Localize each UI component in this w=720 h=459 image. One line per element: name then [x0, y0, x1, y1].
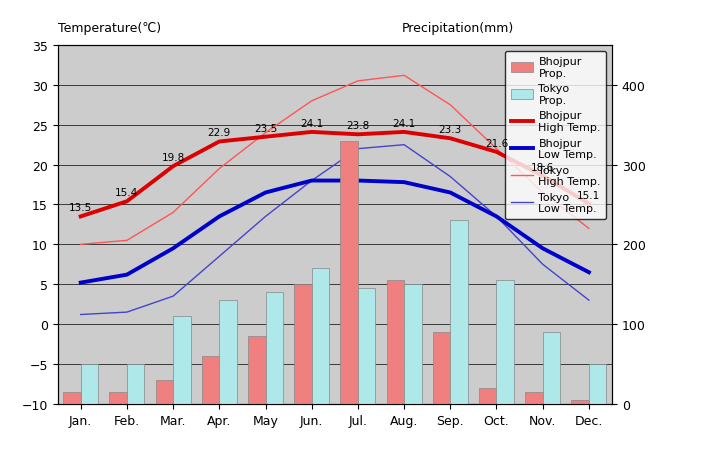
Bar [572, 400, 589, 404]
Bar [387, 280, 404, 404]
Text: Precipitation(mm): Precipitation(mm) [401, 22, 513, 35]
Bar [312, 269, 329, 404]
Text: 13.5: 13.5 [69, 203, 92, 213]
Text: 24.1: 24.1 [392, 118, 415, 129]
Bar [358, 289, 375, 404]
Bar [433, 332, 450, 404]
Text: 23.5: 23.5 [254, 123, 277, 133]
Bar [589, 364, 606, 404]
Bar [81, 364, 98, 404]
Bar [156, 380, 173, 404]
Bar [220, 301, 237, 404]
Bar [450, 221, 468, 404]
Text: 22.9: 22.9 [207, 128, 231, 138]
Bar [173, 316, 191, 404]
Text: 15.1: 15.1 [577, 190, 600, 200]
Text: 15.4: 15.4 [115, 188, 138, 198]
Text: 23.3: 23.3 [438, 125, 462, 135]
Text: 21.6: 21.6 [485, 138, 508, 148]
Bar [525, 392, 543, 404]
Bar [266, 292, 283, 404]
Text: 23.8: 23.8 [346, 121, 369, 131]
Bar [202, 356, 220, 404]
Bar [294, 285, 312, 404]
Text: Temperature(℃): Temperature(℃) [58, 22, 161, 35]
Bar [543, 332, 560, 404]
Bar [479, 388, 497, 404]
Bar [404, 285, 422, 404]
Legend: Bhojpur
Prop., Tokyo
Prop., Bhojpur
High Temp., Bhojpur
Low Temp., Tokyo
High Te: Bhojpur Prop., Tokyo Prop., Bhojpur High… [505, 51, 606, 219]
Bar [341, 141, 358, 404]
Bar [63, 392, 81, 404]
Bar [127, 364, 145, 404]
Bar [109, 392, 127, 404]
Bar [248, 336, 266, 404]
Text: 24.1: 24.1 [300, 118, 323, 129]
Bar [497, 280, 514, 404]
Text: 18.6: 18.6 [531, 162, 554, 172]
Text: 19.8: 19.8 [161, 153, 185, 162]
